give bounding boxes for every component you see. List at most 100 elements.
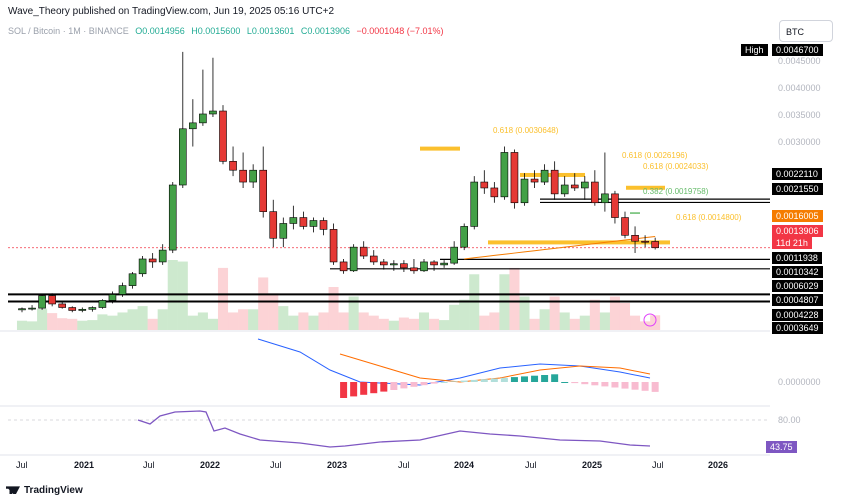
candle — [219, 110, 227, 162]
ohlc-close: C0.0013906 — [300, 26, 350, 36]
candle — [349, 246, 358, 272]
candle — [591, 181, 599, 204]
macd-line — [257, 338, 651, 386]
macd-histogram-bar — [641, 382, 649, 391]
volatility-area — [449, 304, 460, 330]
candle — [199, 113, 207, 124]
time-tick: Jul — [398, 460, 410, 470]
candle — [440, 262, 448, 266]
candle — [58, 303, 67, 308]
candle — [450, 246, 458, 264]
volatility-area — [47, 313, 58, 330]
macd-histogram-bar — [340, 382, 348, 398]
macd-histogram-bar — [400, 382, 408, 389]
ohlc-low: L0.0013601 — [246, 26, 295, 36]
candle — [601, 193, 609, 204]
candle — [400, 263, 408, 269]
volatility-area — [609, 296, 620, 330]
candle — [309, 220, 318, 227]
macd-histogram-bar — [510, 377, 518, 382]
macd-histogram-bar — [490, 378, 498, 382]
candle — [68, 307, 77, 311]
time-tick: Jul — [16, 460, 28, 470]
volatility-area — [338, 312, 349, 330]
volatility-area — [489, 312, 500, 330]
candle — [490, 187, 499, 198]
volatility-area — [197, 312, 208, 330]
candle — [289, 217, 298, 224]
candle — [38, 295, 46, 309]
candle — [209, 110, 217, 115]
candle — [500, 152, 509, 198]
price-tick: 0.0030000 — [778, 137, 821, 147]
volatility-area — [127, 309, 138, 330]
candle — [390, 263, 398, 266]
volatility-area — [439, 320, 450, 330]
currency-button[interactable]: BTC — [779, 20, 833, 42]
candle — [621, 217, 629, 236]
volatility-area — [207, 318, 218, 330]
macd-histogram-bar — [380, 382, 388, 392]
macd-histogram-bar — [410, 382, 418, 387]
symbol-name[interactable]: SOL / Bitcoin · 1M · BINANCE — [8, 26, 129, 36]
time-tick: 2026 — [708, 460, 729, 470]
macd-histogram-bar — [571, 382, 579, 384]
time-tick: 2024 — [454, 460, 475, 470]
volatility-area — [308, 315, 319, 330]
volatility-area — [27, 321, 38, 330]
volatility-area — [57, 318, 68, 330]
macd-histogram-bar — [621, 382, 629, 389]
candle — [239, 169, 247, 183]
macd-zero-tick: 0.0000000 — [778, 377, 821, 387]
candle — [641, 240, 649, 243]
candle — [28, 307, 36, 310]
level-tag: 0.0011938 — [772, 252, 822, 264]
candle — [259, 169, 268, 212]
candle — [98, 300, 107, 308]
tradingview-logo-icon — [6, 486, 20, 495]
candle — [48, 295, 56, 305]
volatility-area — [217, 267, 229, 330]
volatility-area — [348, 296, 359, 330]
macd-histogram-bar — [500, 377, 508, 382]
candle — [460, 226, 469, 248]
volatility-area — [278, 306, 289, 330]
volatility-area — [288, 315, 299, 330]
volatility-area — [619, 302, 631, 330]
volatility-area — [147, 318, 158, 330]
volatility-area — [539, 309, 550, 330]
candle — [189, 122, 197, 130]
volatility-area — [630, 315, 641, 330]
macd-histogram-bar — [611, 382, 619, 388]
ema-line — [464, 235, 656, 260]
candle — [570, 184, 579, 189]
volatility-area — [258, 277, 269, 330]
time-tick: Jul — [525, 460, 537, 470]
volatility-area — [378, 318, 389, 330]
level-tag: 0.0021550 — [772, 183, 823, 195]
macd-histogram-bar — [551, 374, 559, 382]
candle — [520, 178, 529, 204]
level-tag: 0.0022110 — [772, 168, 822, 180]
candle — [510, 152, 519, 204]
macd-histogram-bar — [470, 379, 478, 382]
price-change: −0.0001048 (−7.01%) — [356, 26, 444, 36]
volatility-area — [459, 299, 470, 330]
candle — [128, 273, 137, 286]
level-tag: 0.0010342 — [772, 266, 823, 278]
candle — [158, 249, 167, 263]
volatility-area — [640, 321, 651, 330]
macd-histogram-bar — [450, 381, 458, 382]
candle — [480, 181, 489, 189]
orange-level-tag: 0.0016005 — [772, 210, 823, 222]
candle — [530, 178, 539, 183]
volatility-area — [117, 312, 128, 330]
macd-histogram-bar — [370, 382, 378, 394]
high-value-tag: 0.0046700 — [772, 44, 823, 56]
candle — [148, 258, 157, 263]
volatility-area — [559, 312, 570, 330]
macd-histogram-bar — [350, 382, 358, 397]
candle — [168, 184, 177, 251]
volatility-area — [358, 312, 369, 330]
